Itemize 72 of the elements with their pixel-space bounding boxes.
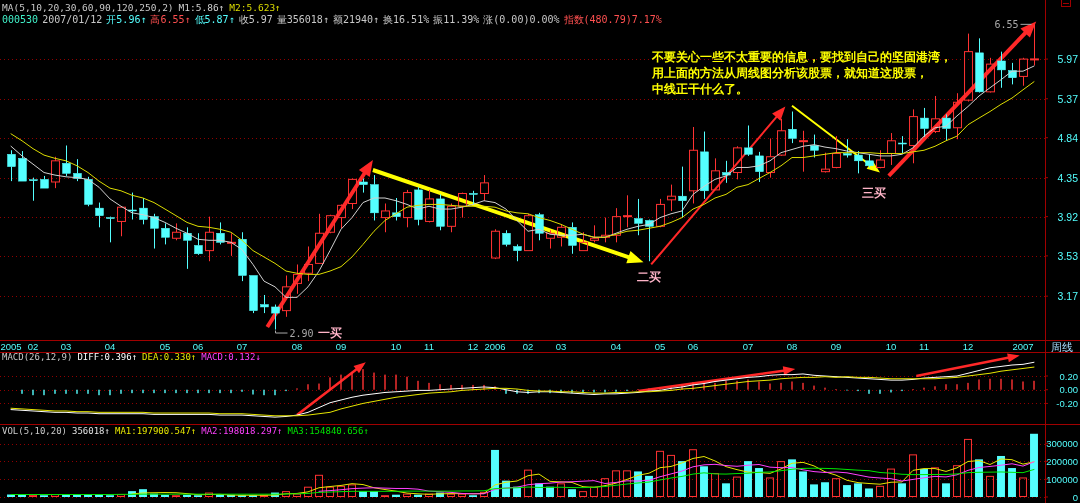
y-tick-label: 3.53 xyxy=(1057,249,1079,262)
annotation: 开5.96↑ xyxy=(106,13,147,25)
x-tick-label: 06 xyxy=(687,341,699,352)
x-tick-label: 07 xyxy=(236,341,248,352)
text: MA2:198018.297↑ xyxy=(201,426,283,436)
text: MA1:197900.547↑ xyxy=(114,426,197,436)
legend-title: VOL(5,10,20) xyxy=(2,426,68,436)
x-tick-label: 09 xyxy=(335,341,347,352)
annotation: MACD:0.132↓ xyxy=(201,352,261,362)
x-tick-label: 02 xyxy=(522,341,534,352)
annotation: 不要关心一些不太重要的信息，要找到自己的坚固港湾， xyxy=(651,50,952,64)
y-tick-label: 100000 xyxy=(1046,473,1078,485)
x-tick-label: 2006 xyxy=(484,341,506,352)
x-tick-label: 04 xyxy=(610,341,622,352)
y-tick-label: -0.20 xyxy=(1056,397,1078,409)
annotation: 中线正干什么了。 xyxy=(652,82,748,96)
x-tick-label: 12 xyxy=(962,341,974,352)
text: M1:5.86↑ xyxy=(178,1,225,13)
y-tick-label: 5.97 xyxy=(1057,53,1079,66)
annotation: 涨(0.00)0.00% xyxy=(483,13,560,25)
x-tick-label: 12 xyxy=(467,341,479,352)
annotation: 6.55 xyxy=(994,18,1019,30)
text: DIFF:0.396↑ xyxy=(77,352,138,362)
annotation: 三买 xyxy=(861,185,886,200)
y-tick-label: 5.37 xyxy=(1057,92,1079,105)
x-tick-label: 04 xyxy=(104,341,116,352)
legend-title: MACD(26,12,9) xyxy=(2,352,73,362)
annotation: 低5.87↑ xyxy=(194,13,235,25)
y-tick-label: 4.35 xyxy=(1057,171,1079,184)
y-tick-label: 0 xyxy=(1072,491,1078,503)
x-tick-label: 09 xyxy=(830,341,842,352)
x-tick-label: 07 xyxy=(742,341,754,352)
text: 周线 xyxy=(1051,340,1073,353)
annotation: 2007/01/12 xyxy=(42,13,103,25)
annotation: 2.90 xyxy=(289,327,314,339)
annotation: 二买 xyxy=(637,270,661,285)
annotation: 000530 xyxy=(2,13,39,25)
x-tick-label: 05 xyxy=(654,341,666,352)
annotation: 额21940↑ xyxy=(332,13,380,25)
x-tick-label: 06 xyxy=(192,341,204,352)
text: DEA:0.330↑ xyxy=(142,352,197,362)
x-tick-label: 2007 xyxy=(1012,341,1034,352)
annotation: 高6.55↑ xyxy=(150,13,191,25)
text: MA3:154840.656↑ xyxy=(287,426,369,436)
annotation: 换16.51% xyxy=(383,13,430,25)
annotation: 一买 xyxy=(317,326,342,341)
x-tick-label: 11 xyxy=(919,341,929,352)
annotation: 356018↑ xyxy=(72,426,110,436)
y-tick-label: 0.20 xyxy=(1059,370,1078,382)
x-tick-label: 05 xyxy=(159,341,171,352)
text: M2:5.623↑ xyxy=(229,1,281,13)
annotation: 指数(480.79)7.17% xyxy=(562,13,662,25)
y-tick-label: 300000 xyxy=(1046,438,1078,450)
x-tick-label: 08 xyxy=(291,341,303,352)
x-tick-label: 11 xyxy=(424,341,434,352)
y-tick-label: 4.84 xyxy=(1057,131,1079,144)
annotation: 振11.39% xyxy=(433,13,480,25)
y-tick-label: 0.00 xyxy=(1059,384,1078,396)
x-tick-label: 08 xyxy=(786,341,798,352)
annotation: 用上面的方法从周线图分析该股票，就知道这股票， xyxy=(651,66,928,80)
annotation: 量356018↑ xyxy=(276,13,329,25)
x-tick-label: 10 xyxy=(885,341,897,352)
x-tick-label: 2005 xyxy=(0,341,22,352)
annotation: 收5.97 xyxy=(238,13,273,25)
y-tick-label: 3.17 xyxy=(1057,290,1079,303)
y-tick-label: 200000 xyxy=(1046,455,1078,467)
x-tick-label: 03 xyxy=(60,341,72,352)
legend-title: MA(5,10,20,30,60,90,120,250,2) xyxy=(2,1,174,13)
x-tick-label: 03 xyxy=(555,341,567,352)
x-tick-label: 10 xyxy=(390,341,402,352)
y-tick-label: 3.92 xyxy=(1057,210,1079,223)
x-tick-label: 02 xyxy=(27,341,39,352)
